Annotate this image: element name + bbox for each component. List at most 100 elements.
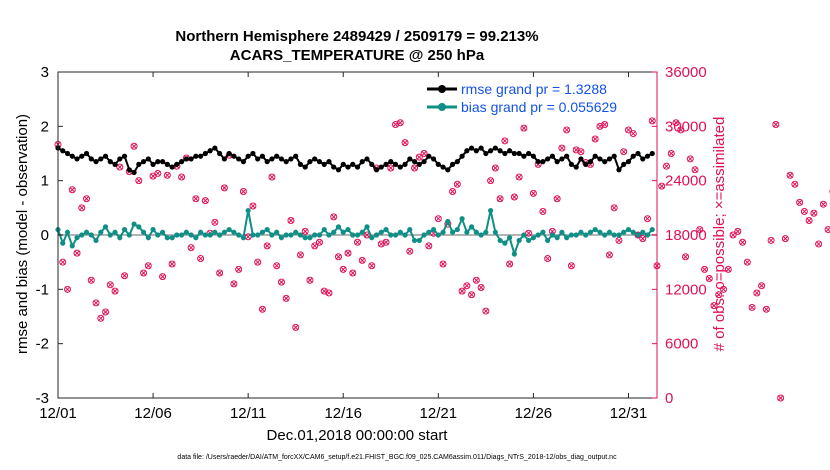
obs-assimilated-stroke — [169, 261, 175, 267]
rmse-point — [136, 161, 142, 167]
obs-assimilated-point — [154, 170, 161, 177]
obs-assimilated-point — [421, 150, 427, 157]
obs-possible-point — [496, 195, 504, 203]
obs-assimilated-point — [511, 194, 518, 200]
rmse-point — [502, 150, 508, 157]
obs-assimilated-point — [64, 286, 71, 293]
obs-assimilated-point — [311, 243, 318, 249]
bias-point — [564, 235, 570, 241]
obs-possible-point — [411, 164, 419, 172]
obs-possible-point — [111, 287, 119, 295]
bias-point — [364, 224, 370, 230]
rmse-point — [307, 159, 313, 165]
obs-possible-point — [796, 198, 804, 206]
bias-point — [88, 232, 94, 238]
rmse-point — [212, 145, 218, 151]
bias-point — [573, 232, 579, 238]
obs-possible-point — [624, 126, 632, 134]
bias-point — [554, 235, 560, 241]
obs-assimilated-point — [254, 259, 261, 266]
obs-assimilated-point — [663, 163, 670, 170]
rmse-point — [483, 150, 489, 157]
obs-assimilated-point — [777, 395, 784, 401]
obs-assimilated-point — [701, 266, 708, 273]
obs-assimilated-point — [540, 208, 546, 215]
obs-assimilated-point — [335, 253, 342, 260]
obs-assimilated-stroke — [364, 232, 370, 238]
bias-point — [530, 235, 536, 241]
rmse-point — [521, 153, 527, 159]
rmse-point — [64, 150, 71, 157]
rmse-point — [364, 156, 370, 162]
obs-possible-point — [791, 180, 799, 188]
x-tick-label: 12/26 — [515, 405, 553, 422]
obs-assimilated-stroke — [753, 290, 760, 296]
obs-assimilated-stroke — [288, 217, 294, 224]
obs-assimilated-stroke — [720, 286, 727, 293]
bias-point — [435, 232, 441, 238]
y-tick-label-left: 0 — [41, 227, 49, 244]
bias-point — [354, 232, 361, 238]
rmse-point — [597, 156, 603, 162]
obs-possible-point — [667, 150, 675, 157]
obs-assimilated-stroke — [530, 190, 537, 197]
y-tick-label-left: -3 — [36, 390, 49, 407]
obs-possible-point — [805, 217, 813, 225]
x-tick-label: 12/31 — [610, 405, 648, 422]
bias-point — [159, 229, 166, 235]
rmse-point — [526, 150, 532, 157]
y-tick-label-right: 0 — [665, 390, 673, 407]
rmse-point — [217, 150, 223, 157]
obs-possible-point — [762, 305, 770, 313]
rmse-point — [402, 161, 408, 167]
bias-point — [136, 224, 142, 230]
obs-assimilated-point — [169, 261, 175, 267]
obs-assimilated-point — [758, 282, 765, 289]
obs-assimilated-point — [292, 324, 299, 331]
rmse-point — [316, 159, 323, 165]
obs-assimilated-point — [763, 306, 770, 313]
rmse-point — [245, 153, 251, 159]
bias-point — [64, 229, 71, 235]
obs-assimilated-point — [397, 119, 404, 126]
obs-possible-point — [358, 256, 366, 264]
rmse-point — [278, 156, 285, 162]
axes: -3 -2 -1 0 1 2 3 0 6000 12000 18000 24000 30000 36000… — [36, 64, 707, 422]
obs-possible-point — [349, 269, 357, 277]
obs-possible-point — [220, 184, 228, 192]
obs-assimilated-point — [250, 203, 256, 209]
obs-assimilated-stroke — [93, 300, 99, 306]
rmse-point — [221, 156, 227, 162]
y-axis-label-right: # of obs: o=possible; ×=assimilated — [711, 117, 728, 352]
obs-assimilated-point — [364, 232, 370, 238]
obs-assimilated-stroke — [140, 270, 147, 276]
obs-possible-point — [539, 207, 547, 215]
obs-assimilated-stroke — [411, 165, 418, 171]
obs-possible-point — [824, 226, 830, 234]
bias-point — [340, 229, 346, 235]
rmse-point — [121, 153, 128, 159]
bias-point — [102, 224, 109, 230]
obs-assimilated-stroke — [112, 288, 118, 294]
rmse-point — [83, 150, 90, 157]
rmse-point — [435, 161, 441, 167]
obs-assimilated-point — [197, 255, 204, 262]
bias-point — [250, 232, 256, 238]
obs-possible-point — [463, 282, 471, 290]
obs-assimilated-point — [107, 281, 114, 288]
rmse-point — [449, 161, 456, 167]
obs-assimilated-stroke — [64, 286, 71, 293]
obs-possible-point — [772, 121, 780, 129]
obs-assimilated-stroke — [330, 214, 337, 220]
obs-possible-point — [239, 188, 247, 196]
obs-assimilated-stroke — [777, 395, 784, 401]
obs-assimilated-point — [240, 188, 247, 195]
rmse-point — [345, 164, 351, 170]
obs-assimilated-point — [801, 208, 808, 215]
obs-assimilated-stroke — [359, 257, 366, 264]
obs-assimilated-stroke — [449, 188, 456, 195]
rmse-point — [335, 167, 342, 173]
rmse-point — [164, 161, 170, 167]
obs-assimilated-point — [616, 237, 622, 244]
bias-point — [255, 232, 261, 238]
